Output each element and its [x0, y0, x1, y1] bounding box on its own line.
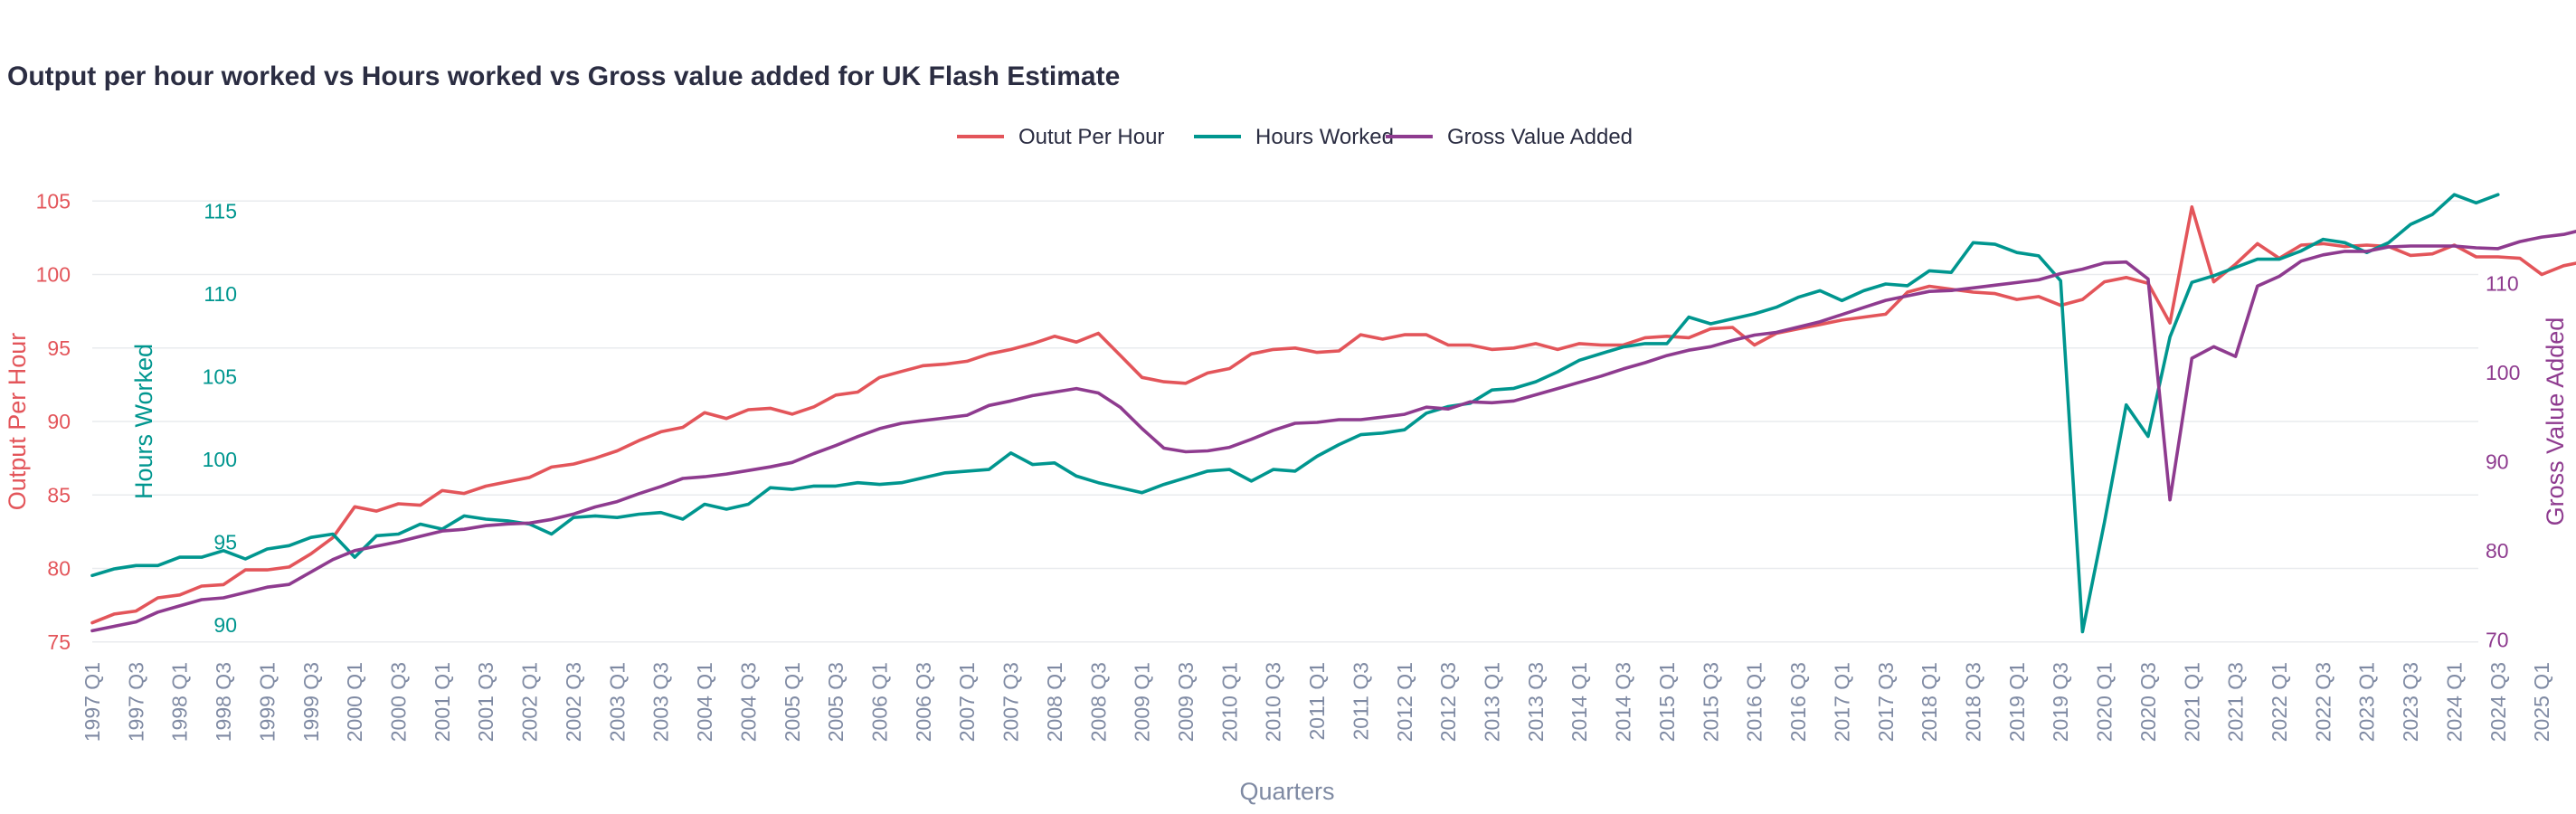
- gridlines: [92, 200, 2478, 643]
- x-tick-label: 2009 Q1: [1131, 662, 1154, 742]
- y-tick-label: 90: [47, 410, 71, 433]
- x-tick-label: 2016 Q3: [1786, 662, 1810, 742]
- x-tick-label: 2024 Q1: [2442, 662, 2466, 742]
- x-tick-label: 2016 Q1: [1743, 662, 1766, 742]
- x-tick-label: 1998 Q1: [168, 662, 192, 742]
- y-tick-label: 80: [47, 557, 71, 581]
- x-tick-label: 1997 Q1: [80, 662, 104, 742]
- x-tick-label: 2003 Q1: [605, 662, 629, 742]
- x-tick-label: 2012 Q1: [1393, 662, 1416, 742]
- y-tick-label: 110: [2486, 271, 2519, 295]
- x-tick-label: 2019 Q3: [2049, 662, 2072, 742]
- x-tick-label: 2000 Q3: [387, 662, 411, 742]
- x-tick-label: 2002 Q1: [518, 662, 542, 742]
- x-tick-label: 2008 Q1: [1043, 662, 1066, 742]
- x-tick-label: 2001 Q3: [474, 662, 497, 742]
- y-tick-label: 90: [2486, 450, 2509, 473]
- x-tick-label: 2017 Q1: [1830, 662, 1853, 742]
- hours-worked-axis: 90 95 100 105 110 115 Hours Worked: [130, 199, 237, 637]
- x-tick-label: 2013 Q3: [1524, 662, 1548, 742]
- x-tick-label: 2013 Q1: [1481, 662, 1504, 742]
- x-tick-label: 2020 Q1: [2093, 662, 2117, 742]
- y-tick-label: 110: [204, 282, 237, 306]
- y-tick-label: 95: [47, 336, 71, 360]
- x-axis: 1997 Q1 1997 Q3 1998 Q1 1998 Q3 1999 Q1 1999 …: [80, 662, 2553, 805]
- x-tick-label: 2012 Q3: [1436, 662, 1460, 742]
- x-tick-label: 2018 Q1: [1918, 662, 1941, 742]
- x-tick-label: 2025 Q1: [2530, 662, 2553, 742]
- x-tick-label: 2005 Q1: [781, 662, 804, 742]
- legend-item-label: Outut Per Hour: [1018, 125, 1164, 149]
- x-tick-label: 2007 Q3: [999, 662, 1023, 742]
- series-line-output-per-hour: [90, 205, 2576, 625]
- x-tick-label: 2009 Q3: [1174, 662, 1198, 742]
- y-axis-title: Output Per Hour: [4, 333, 31, 511]
- y-axis-title: Hours Worked: [130, 344, 157, 499]
- x-tick-label: 2022 Q3: [2311, 662, 2334, 742]
- y-tick-label: 80: [2486, 539, 2509, 563]
- x-tick-label: 1998 Q3: [212, 662, 235, 742]
- x-tick-label: 2022 Q1: [2268, 662, 2291, 742]
- y-tick-label: 115: [204, 199, 237, 222]
- y-tick-label: 70: [2486, 628, 2509, 651]
- x-tick-label: 2011 Q3: [1349, 662, 1372, 741]
- x-tick-label: 2002 Q3: [562, 662, 585, 742]
- x-tick-label: 2018 Q3: [1961, 662, 1984, 742]
- x-tick-label: 2024 Q3: [2486, 662, 2510, 742]
- x-tick-label: 2000 Q1: [343, 662, 366, 742]
- x-tick-label: 1997 Q3: [124, 662, 147, 742]
- y-tick-label: 85: [47, 483, 71, 506]
- legend-item-label: Gross Value Added: [1447, 125, 1633, 149]
- x-tick-label: 2008 Q3: [1086, 662, 1110, 742]
- legend[interactable]: Outut Per Hour Hours Worked Gross Value Ad…: [957, 125, 1633, 149]
- x-tick-label: 1999 Q1: [255, 662, 279, 742]
- y-tick-label: 75: [47, 630, 71, 654]
- y-tick-label: 90: [213, 613, 237, 637]
- x-tick-label: 2005 Q3: [824, 662, 848, 742]
- x-tick-label: 2004 Q3: [736, 662, 760, 742]
- x-tick-label: 2010 Q1: [1217, 662, 1241, 742]
- x-tick-label: 2010 Q3: [1262, 662, 1285, 742]
- x-tick-label: 2023 Q1: [2355, 662, 2379, 742]
- x-tick-label: 2007 Q1: [955, 662, 979, 742]
- x-tick-label: 2015 Q3: [1699, 662, 1722, 742]
- x-tick-label: 2006 Q3: [912, 662, 935, 742]
- x-tick-label: 1999 Q3: [299, 662, 323, 742]
- y-axis-title: Gross Value Added: [2542, 317, 2569, 526]
- series-line-gva: [90, 230, 2576, 633]
- gva-axis: 70 80 90 100 110 Gross Value Added: [2486, 271, 2569, 651]
- x-tick-label: 2020 Q3: [2136, 662, 2160, 742]
- x-axis-title: Quarters: [1239, 778, 1334, 805]
- series-lines: [90, 193, 2576, 634]
- x-tick-label: 2006 Q1: [867, 662, 891, 742]
- x-tick-label: 2017 Q3: [1874, 662, 1898, 742]
- y-tick-label: 105: [36, 189, 71, 213]
- x-tick-label: 2001 Q1: [431, 662, 454, 742]
- x-tick-label: 2023 Q3: [2399, 662, 2422, 742]
- y-tick-label: 105: [203, 365, 237, 389]
- x-tick-label: 2014 Q3: [1612, 662, 1635, 742]
- y-tick-label: 100: [2486, 361, 2520, 384]
- x-tick-label: 2019 Q1: [2005, 662, 2029, 742]
- y-tick-label: 95: [213, 531, 237, 554]
- legend-item-label: Hours Worked: [1255, 125, 1394, 149]
- x-tick-label: 2014 Q1: [1567, 662, 1591, 742]
- x-tick-label: 2004 Q1: [693, 662, 716, 742]
- x-tick-label: 2021 Q1: [2180, 662, 2203, 742]
- chart-title: Output per hour worked vs Hours worked v…: [7, 62, 1121, 91]
- y-tick-label: 100: [203, 448, 237, 471]
- x-tick-label: 2021 Q3: [2224, 662, 2248, 742]
- x-tick-label: 2011 Q1: [1305, 662, 1329, 741]
- series-line-hours-worked: [90, 193, 2500, 634]
- output-per-hour-axis: 75 80 85 90 95 100 105 Output Per Hour: [4, 189, 71, 654]
- x-tick-label: 2003 Q3: [649, 662, 673, 742]
- y-tick-label: 100: [36, 263, 71, 287]
- x-tick-label: 2015 Q1: [1655, 662, 1679, 742]
